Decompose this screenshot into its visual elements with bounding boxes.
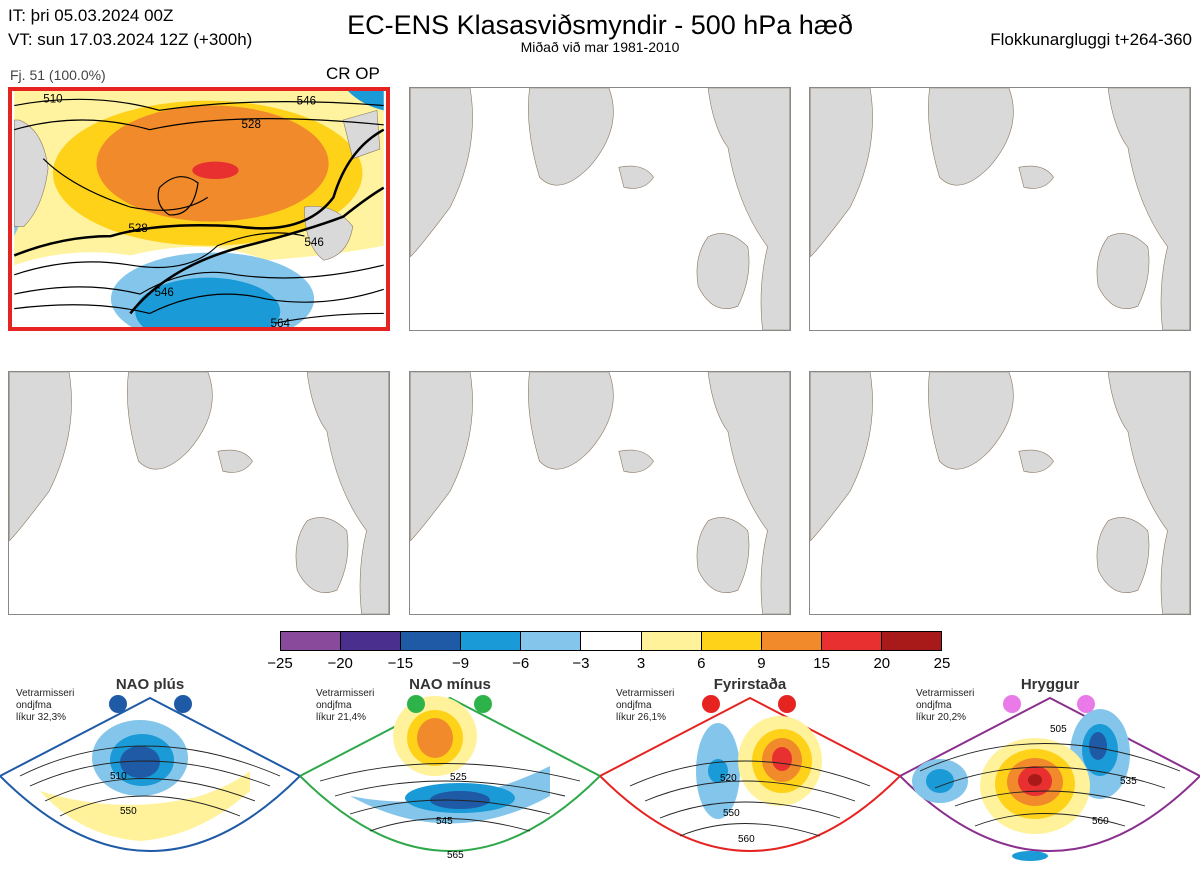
cluster-panel-6[interactable] xyxy=(809,371,1191,615)
regime-nao-plus[interactable]: 510 550 NAO plús Vetrarmisseri ondjfma lík… xyxy=(0,676,300,871)
regime-ridge[interactable]: 505 535 560 Hryggur Vetrarmisseri ondjfma… xyxy=(900,676,1200,871)
legend-tick-label: 20 xyxy=(873,655,891,672)
contour-label: 560 xyxy=(1092,816,1109,827)
contour-label: 505 xyxy=(1050,724,1067,735)
legend-tick-label: −20 xyxy=(327,655,353,672)
regime-code-label: CR OP xyxy=(326,64,380,83)
anomaly-color-legend: −25 −20 −15 −9 −6 −3 3 6 9 15 20 25 xyxy=(267,631,950,672)
cluster-panel-3[interactable] xyxy=(809,87,1191,331)
legend-color-bar xyxy=(280,631,942,651)
contour-label: 545 xyxy=(436,816,453,827)
page-subtitle: Miðað við mar 1981-2010 xyxy=(520,39,680,55)
contour-label: 535 xyxy=(1120,776,1137,787)
contour-label: 565 xyxy=(447,850,464,861)
contour-label: 564 xyxy=(271,317,291,327)
legend-swatch xyxy=(761,632,822,650)
cluster-panel-1[interactable]: 510 528 528 546 546 564 546 xyxy=(8,87,390,331)
cluster-map-1: 510 528 528 546 546 564 546 xyxy=(13,91,385,327)
cluster-map-4 xyxy=(9,372,389,614)
regime-note: Vetrarmisseri ondjfma líkur 32,3% xyxy=(16,688,75,723)
regime-dot xyxy=(702,695,720,713)
contour-label: 546 xyxy=(155,286,174,299)
legend-tick-label: −3 xyxy=(572,655,590,672)
cluster-map-6 xyxy=(810,372,1190,614)
contour-label: 528 xyxy=(242,118,261,131)
contour-label: 510 xyxy=(110,771,127,782)
regime-dot xyxy=(474,695,492,713)
contour-label: 520 xyxy=(720,773,737,784)
contour-label: 528 xyxy=(128,222,147,235)
legend-swatch xyxy=(701,632,762,650)
regime-name: NAO plús xyxy=(115,676,185,693)
legend-tick-label: −6 xyxy=(512,655,530,672)
legend-swatch xyxy=(521,632,582,650)
classification-window: Flokkunargluggi t+264-360 xyxy=(990,30,1192,49)
legend-tick-label: 15 xyxy=(813,655,830,672)
regime-dot xyxy=(1003,695,1021,713)
page-title: EC-ENS Klasasviðsmyndir - 500 hPa hæð xyxy=(347,10,853,40)
legend-swatch xyxy=(821,632,882,650)
regime-map-blocking: 520 550 560 xyxy=(600,695,900,852)
contour-label: 560 xyxy=(738,834,755,845)
regime-dot xyxy=(1077,695,1095,713)
legend-tick-label: 9 xyxy=(757,655,766,672)
regime-dot xyxy=(407,695,425,713)
cluster-panel-4[interactable] xyxy=(8,371,390,615)
cluster-map-5 xyxy=(410,372,790,614)
cluster-map-2 xyxy=(410,88,790,330)
legend-swatch xyxy=(881,632,942,650)
legend-swatch xyxy=(341,632,402,650)
regime-map-ridge: 505 535 560 xyxy=(900,695,1200,861)
regime-map-nao-minus: 525 545 565 xyxy=(300,695,600,861)
regime-note: Vetrarmisseri ondjfma líkur 26,1% xyxy=(616,688,675,723)
regime-note: Vetrarmisseri ondjfma líkur 20,2% xyxy=(916,688,975,723)
cluster-panel-2[interactable] xyxy=(409,87,791,331)
regime-note: Vetrarmisseri ondjfma líkur 21,4% xyxy=(316,688,375,723)
contour-label: 510 xyxy=(43,93,62,106)
regime-name: Hryggur xyxy=(1020,676,1080,693)
regime-map-nao-plus: 510 550 xyxy=(0,695,300,852)
regime-dot xyxy=(174,695,192,713)
contour-label: 550 xyxy=(120,806,137,817)
legend-tick-label: 6 xyxy=(697,655,706,672)
legend-swatch xyxy=(641,632,702,650)
cluster-panel-5[interactable] xyxy=(409,371,791,615)
legend-tick-label: 25 xyxy=(933,655,951,672)
contour-label: 546 xyxy=(297,95,316,108)
cluster-map-3 xyxy=(810,88,1190,330)
legend-tick-label: −9 xyxy=(451,655,470,672)
init-time: IT: þri 05.03.2024 00Z xyxy=(8,6,174,25)
regime-nao-minus[interactable]: 525 545 565 NAO mínus Vetrarmisseri ondjf… xyxy=(300,676,600,871)
regime-dot xyxy=(778,695,796,713)
regime-dot xyxy=(109,695,127,713)
legend-swatch xyxy=(401,632,462,650)
legend-swatch xyxy=(281,632,342,650)
member-count-label: Fj. 51 (100.0%) xyxy=(10,67,106,83)
contour-label: 550 xyxy=(723,808,740,819)
valid-time: VT: sun 17.03.2024 12Z (+300h) xyxy=(8,30,253,49)
regime-name: Fyrirstaða xyxy=(713,676,787,693)
legend-swatch xyxy=(581,632,642,650)
legend-swatch xyxy=(461,632,522,650)
regime-blocking[interactable]: 520 550 560 Fyrirstaða Vetrarmisseri ondj… xyxy=(600,676,900,871)
contour-label: 546 xyxy=(304,236,323,249)
legend-tick-label: 3 xyxy=(636,655,646,672)
regime-name: NAO mínus xyxy=(409,676,491,693)
legend-tick-label: −15 xyxy=(387,655,414,672)
contour-label: 525 xyxy=(450,772,467,783)
legend-tick-label: −25 xyxy=(267,655,293,672)
